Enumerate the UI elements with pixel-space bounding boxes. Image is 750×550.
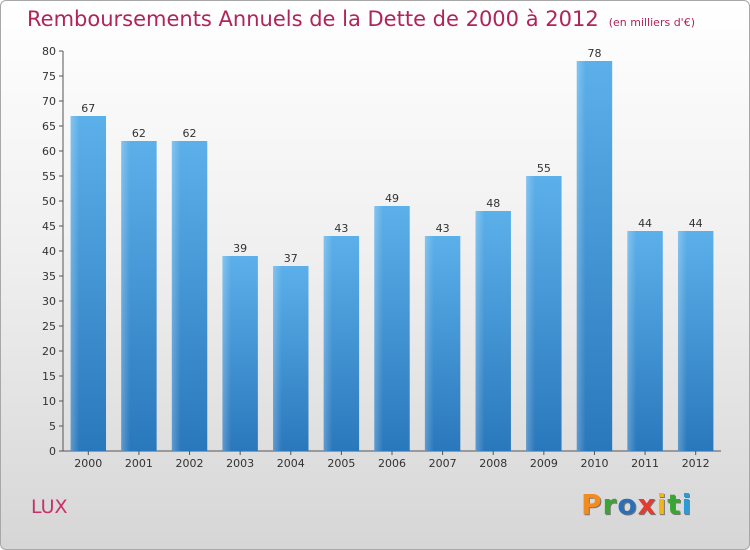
x-tick-label: 2000 xyxy=(74,457,102,470)
bar-highlight xyxy=(323,236,333,451)
chart-title: Remboursements Annuels de la Dette de 20… xyxy=(27,7,695,31)
y-tick-label: 0 xyxy=(49,445,56,458)
x-tick-label: 2003 xyxy=(226,457,254,470)
logo-letter: P xyxy=(581,488,603,521)
x-tick-label: 2012 xyxy=(682,457,710,470)
bar-highlight xyxy=(475,211,485,451)
logo-letter: o xyxy=(617,488,638,521)
y-tick-label: 45 xyxy=(42,220,56,233)
bar-highlight xyxy=(374,206,384,451)
bar-highlight xyxy=(222,256,232,451)
bar-value-label: 43 xyxy=(334,222,348,235)
chart-unit: (en milliers d'€) xyxy=(608,16,695,29)
proxiti-logo: Proxiti xyxy=(581,488,692,521)
y-tick-label: 20 xyxy=(42,345,56,358)
y-tick-label: 50 xyxy=(42,195,56,208)
bar-value-label: 44 xyxy=(689,217,703,230)
bar-highlight xyxy=(424,236,434,451)
bar-value-label: 39 xyxy=(233,242,247,255)
bar-value-label: 62 xyxy=(183,127,197,140)
y-tick-label: 80 xyxy=(42,45,56,58)
bar-highlight xyxy=(677,231,687,451)
y-tick-label: 75 xyxy=(42,70,56,83)
y-tick-label: 65 xyxy=(42,120,56,133)
logo-letter: i xyxy=(681,488,693,521)
y-tick-label: 5 xyxy=(49,420,56,433)
bar-highlight xyxy=(576,61,586,451)
x-tick-label: 2010 xyxy=(580,457,608,470)
bar-highlight xyxy=(526,176,535,451)
commune-name: LUX xyxy=(31,496,68,518)
y-tick-label: 40 xyxy=(42,245,56,258)
y-tick-label: 70 xyxy=(42,95,56,108)
x-tick-label: 2007 xyxy=(429,457,457,470)
bar-value-label: 48 xyxy=(486,197,500,210)
bar-value-label: 43 xyxy=(436,222,450,235)
bar-value-label: 49 xyxy=(385,192,399,205)
bar-value-label: 55 xyxy=(537,162,551,175)
x-tick-label: 2005 xyxy=(327,457,355,470)
y-tick-label: 55 xyxy=(42,170,56,183)
y-tick-label: 25 xyxy=(42,320,56,333)
axes: 0 5 10 15 20 25 30 35 40 45 50 55 60 65 70 75 80 2000 2001… xyxy=(42,45,721,470)
x-tick-label: 2002 xyxy=(176,457,204,470)
bar-highlight xyxy=(70,116,80,451)
bar-value-label: 78 xyxy=(587,47,601,60)
y-tick-label: 35 xyxy=(42,270,56,283)
x-tick-label: 2006 xyxy=(378,457,406,470)
bar-highlight xyxy=(627,231,637,451)
bars xyxy=(70,61,714,451)
bar-value-label: 62 xyxy=(132,127,146,140)
y-tick-label: 30 xyxy=(42,295,56,308)
bar-highlight xyxy=(273,266,282,451)
x-tick-label: 2011 xyxy=(631,457,659,470)
bar-highlight xyxy=(121,141,131,451)
x-tick-label: 2004 xyxy=(277,457,305,470)
y-tick-label: 60 xyxy=(42,145,56,158)
bar-value-label: 67 xyxy=(81,102,95,115)
logo-letter: x xyxy=(637,488,657,521)
data-labels: 67 62 62 39 37 43 49 43 48 55 78 44 44 xyxy=(81,47,702,265)
bar-highlight xyxy=(171,141,181,451)
logo-letter: i xyxy=(656,488,668,521)
logo-letter: t xyxy=(667,488,682,521)
y-tick-label: 15 xyxy=(42,370,56,383)
x-tick-label: 2008 xyxy=(479,457,507,470)
bar-value-label: 37 xyxy=(284,252,298,265)
chart-title-text: Remboursements Annuels de la Dette de 20… xyxy=(27,7,599,31)
logo-letter: r xyxy=(602,488,618,521)
x-tick-label: 2009 xyxy=(530,457,558,470)
x-tick-label: 2001 xyxy=(125,457,153,470)
bar-value-label: 44 xyxy=(638,217,652,230)
y-tick-label: 10 xyxy=(42,395,56,408)
